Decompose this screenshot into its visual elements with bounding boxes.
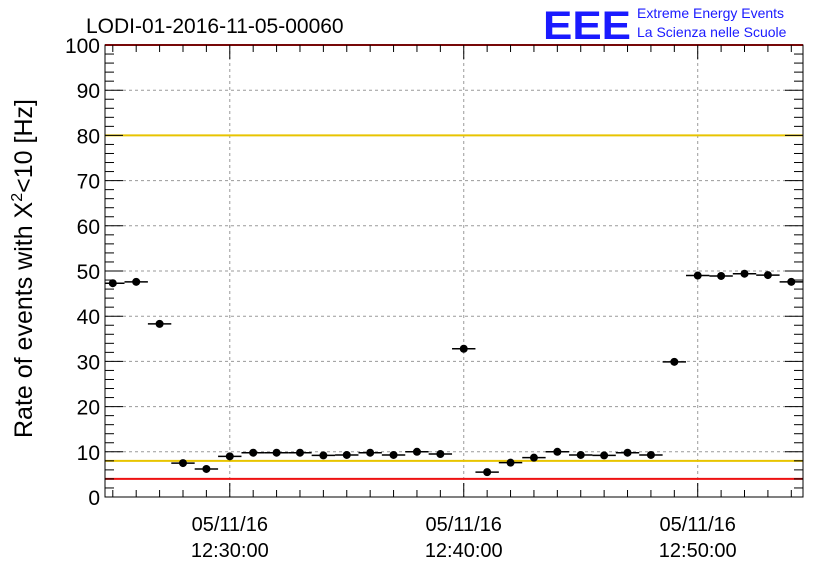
x-tick-label-time: 12:40:00 — [425, 540, 503, 562]
data-point-marker — [202, 464, 211, 473]
data-point — [475, 468, 499, 477]
data-point-marker — [529, 453, 538, 462]
y-axis-label: Rate of events with X2<10 [Hz] — [9, 99, 38, 438]
reference-lines — [105, 44, 803, 480]
x-tick-label-date: 05/11/16 — [192, 514, 268, 536]
data-point-marker — [108, 279, 117, 288]
y-tick-label: 40 — [77, 306, 100, 329]
data-point — [662, 357, 687, 366]
data-point-marker — [693, 271, 702, 280]
data-point — [639, 450, 663, 459]
y-tick-label: 100 — [65, 35, 100, 58]
data-point — [358, 448, 382, 457]
x-tick-label-date: 05/11/16 — [426, 514, 502, 536]
x-tick-label-time: 12:50:00 — [659, 540, 737, 562]
data-point — [428, 450, 453, 459]
data-point — [105, 279, 125, 288]
data-point — [311, 451, 336, 460]
data-point — [171, 459, 195, 468]
y-tick-label: 10 — [77, 442, 100, 465]
data-point-marker — [787, 277, 796, 286]
data-point — [241, 448, 265, 457]
y-tick-label: 60 — [77, 216, 100, 239]
x-axis: 05/11/16 12:30:00 05/11/16 12:40:00 05/11/16… — [112, 45, 792, 562]
data-point-marker — [506, 458, 515, 467]
data-point — [452, 344, 476, 353]
data-point — [335, 450, 359, 459]
data-point — [569, 450, 593, 459]
data-point — [498, 458, 523, 467]
y-tick-label: 20 — [77, 397, 100, 420]
y-tick-label: 0 — [88, 487, 100, 510]
data-point — [218, 452, 242, 461]
data-point — [756, 271, 780, 280]
data-point-marker — [178, 459, 187, 468]
data-point — [264, 448, 289, 457]
logo-line-1: Extreme Energy Events — [637, 5, 784, 21]
data-point-marker — [459, 344, 468, 353]
data-point-marker — [366, 448, 375, 457]
data-point — [709, 271, 733, 280]
data-point — [615, 448, 640, 457]
data-point-marker — [600, 451, 609, 460]
data-point-marker — [132, 277, 141, 286]
data-point — [592, 451, 616, 460]
data-point-marker — [717, 271, 726, 280]
y-tick-label: 30 — [77, 351, 100, 374]
y-axis-label-tail: <10 [Hz] — [10, 99, 38, 193]
data-point — [732, 269, 757, 278]
data-point-marker — [249, 448, 258, 457]
data-point-marker — [483, 468, 492, 477]
logo-line-2: La Scienza nelle Scuole — [637, 24, 787, 40]
data-point-marker — [295, 448, 304, 457]
y-axis: 0 10 20 30 40 50 60 70 80 90 100 — [65, 35, 803, 510]
eee-logo: EEE Extreme Energy Events La Scienza nel… — [543, 4, 787, 48]
data-point-marker — [412, 447, 421, 456]
data-point — [147, 319, 172, 328]
data-point — [381, 450, 406, 459]
data-point — [194, 464, 219, 473]
data-point — [124, 277, 148, 286]
data-point-marker — [576, 450, 585, 459]
chart-title: LODI-01-2016-11-05-00060 — [86, 15, 344, 38]
data-point — [522, 453, 546, 462]
y-tick-label: 80 — [77, 125, 100, 148]
grid — [105, 45, 803, 497]
data-point-marker — [389, 450, 398, 459]
eee-logo-mark: EEE — [543, 4, 631, 48]
data-point — [779, 277, 803, 286]
y-axis-label-main: Rate of events with X — [10, 201, 38, 438]
x-tick-label-time: 12:30:00 — [191, 540, 269, 562]
data-point-marker — [272, 448, 281, 457]
data-point-marker — [319, 451, 328, 460]
data-point — [405, 447, 429, 456]
data-point-marker — [646, 450, 655, 459]
data-point-marker — [763, 271, 772, 280]
y-axis-label-sup: 2 — [9, 193, 26, 202]
data-point — [545, 447, 570, 456]
data-point-marker — [155, 319, 164, 328]
data-point-marker — [670, 357, 679, 366]
data-point-marker — [623, 448, 632, 457]
data-point-marker — [740, 269, 749, 278]
data-point-marker — [553, 447, 562, 456]
data-point — [686, 271, 710, 280]
data-point-marker — [225, 452, 234, 461]
data-point-marker — [436, 450, 445, 459]
data-point — [288, 448, 312, 457]
y-tick-label: 90 — [77, 80, 100, 103]
data-point-marker — [342, 450, 351, 459]
data-points — [105, 269, 803, 477]
y-tick-label: 70 — [77, 171, 100, 194]
y-tick-label: 50 — [77, 261, 100, 284]
x-tick-label-date: 05/11/16 — [660, 514, 736, 536]
